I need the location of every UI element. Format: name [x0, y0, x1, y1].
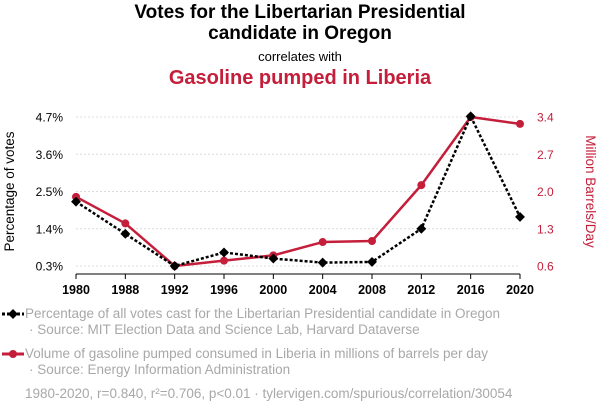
- legend-votes-source: · Source: MIT Election Data and Science …: [29, 322, 420, 337]
- series-votes-point: [416, 223, 427, 234]
- series-gasoline-point: [516, 119, 524, 128]
- series-gasoline-point: [368, 236, 376, 245]
- series-votes-point: [367, 256, 377, 267]
- right-tick-label: 2.0: [537, 185, 554, 199]
- x-tick-label: 2008: [358, 283, 386, 297]
- correlates-label: correlates with: [258, 49, 342, 64]
- left-tick-label: 2.5%: [36, 185, 64, 199]
- series-votes-point: [219, 247, 229, 258]
- legend-gasoline-source: · Source: Energy Information Administrat…: [29, 362, 291, 377]
- series-gasoline-point: [220, 256, 228, 265]
- right-axis-title: Million Barrels/Day: [583, 135, 598, 248]
- x-tick-label: 2016: [457, 283, 485, 297]
- chart-title: Votes for the Libertarian Presidential c…: [0, 2, 600, 44]
- x-tick-label: 2000: [259, 283, 287, 297]
- legend-swatch-gasoline: [2, 350, 24, 358]
- right-tick-label: 3.4: [537, 111, 554, 125]
- series-votes-point: [268, 253, 279, 264]
- series-gasoline-point: [417, 181, 426, 190]
- left-axis-title: Percentage of votes: [2, 131, 17, 251]
- x-tick-label: 1996: [210, 283, 238, 297]
- chart-subtitle: Gasoline pumped in Liberia: [168, 67, 432, 89]
- chart-title-line2: candidate in Oregon: [208, 23, 392, 44]
- left-tick-label: 4.7%: [36, 111, 64, 125]
- series-votes-point: [515, 211, 525, 222]
- series-gasoline-line: [75, 115, 521, 268]
- right-tick-label: 0.6: [537, 260, 554, 274]
- series-votes-point: [120, 228, 131, 239]
- x-tick-label: 1992: [161, 283, 189, 297]
- chart-title-line1: Votes for the Libertarian Presidential: [134, 2, 466, 23]
- x-tick-label: 2012: [407, 283, 435, 297]
- x-tick-label: 1980: [62, 283, 90, 297]
- legend-votes-label: Percentage of all votes cast for the Lib…: [25, 306, 501, 321]
- left-tick-label: 0.3%: [36, 260, 64, 274]
- series-votes-point: [317, 257, 328, 268]
- legend-swatch-votes: [2, 309, 24, 319]
- x-tick-label: 2020: [506, 283, 534, 297]
- footer-stats: 1980-2020, r=0.840, r²=0.706, p<0.01 · t…: [25, 386, 513, 401]
- series-votes-point: [169, 261, 180, 271]
- series-gasoline-point: [318, 238, 327, 247]
- x-tick-label: 1988: [111, 283, 139, 297]
- right-tick-label: 2.7: [537, 148, 554, 162]
- series-votes-point: [465, 111, 476, 122]
- series-votes-point: [71, 196, 81, 207]
- series-gasoline-point: [121, 219, 130, 228]
- right-tick-label: 1.3: [537, 222, 554, 236]
- left-tick-label: 3.6%: [36, 148, 64, 162]
- x-tick-label: 2004: [309, 283, 337, 297]
- left-tick-label: 1.4%: [36, 222, 64, 236]
- legend-gasoline-label: Volume of gasoline pumped consumed in Li…: [25, 346, 489, 361]
